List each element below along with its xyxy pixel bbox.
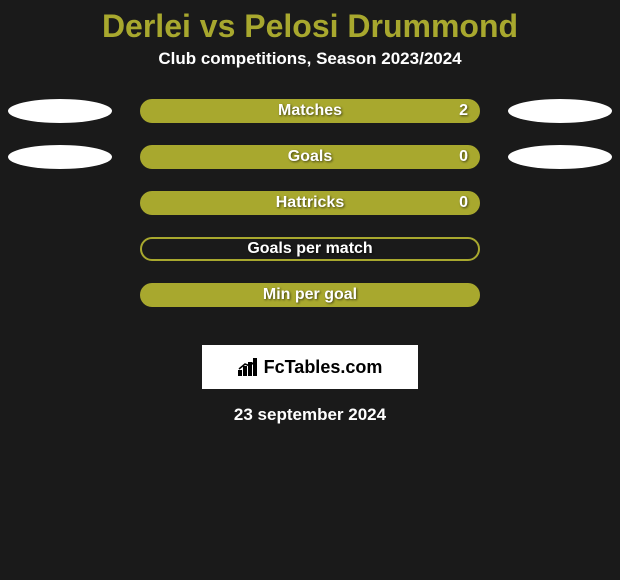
stat-value: 2 [459,102,468,120]
stat-row: Goals per match [0,237,620,283]
right-ellipse [508,145,612,169]
stat-bar: Goals0 [140,145,480,169]
chart-icon [238,358,260,376]
vs-text: vs [200,8,236,44]
stat-label: Goals [142,148,478,166]
stat-label: Min per goal [142,286,478,304]
stat-row: Hattricks0 [0,191,620,237]
logo-box: FcTables.com [202,345,418,389]
stat-label: Goals per match [142,240,478,258]
stat-bar: Matches2 [140,99,480,123]
stat-rows: Matches2Goals0Hattricks0Goals per matchM… [0,99,620,329]
right-ellipse [508,99,612,123]
player2-name: Pelosi Drummond [244,8,518,44]
stat-bar: Min per goal [140,283,480,307]
stat-row: Goals0 [0,145,620,191]
stat-bar: Hattricks0 [140,191,480,215]
left-ellipse [8,99,112,123]
stat-label: Matches [142,102,478,120]
logo: FcTables.com [238,357,383,378]
date-text: 23 september 2024 [0,405,620,425]
stat-label: Hattricks [142,194,478,212]
player1-name: Derlei [102,8,191,44]
page-title: Derlei vs Pelosi Drummond [0,0,620,49]
comparison-infographic: Derlei vs Pelosi Drummond Club competiti… [0,0,620,580]
stat-row: Matches2 [0,99,620,145]
stat-value: 0 [459,194,468,212]
stat-value: 0 [459,148,468,166]
stat-row: Min per goal [0,283,620,329]
subtitle: Club competitions, Season 2023/2024 [0,49,620,99]
stat-bar: Goals per match [140,237,480,261]
left-ellipse [8,145,112,169]
logo-text: FcTables.com [264,357,383,378]
